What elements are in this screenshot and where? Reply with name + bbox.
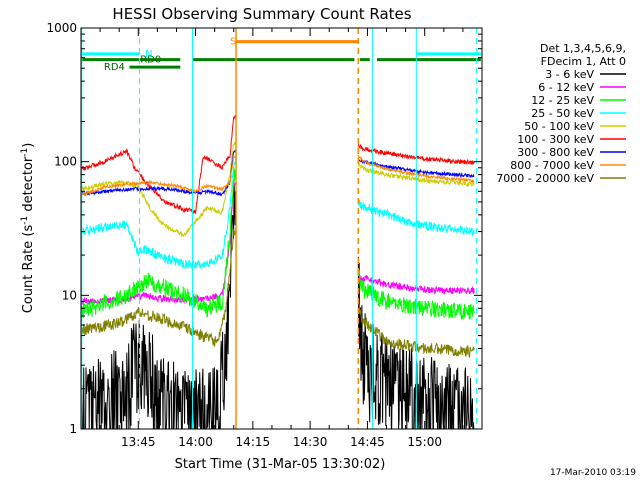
vertical-marker-lines [81,28,478,429]
legend-label-0: 3 - 6 keV [545,68,594,81]
y-tick-label-2: 100 [54,155,77,169]
x-tick-label-0: 13:45 [121,435,156,449]
x-axis-label: Start Time (31-Mar-05 13:30:02) [175,457,386,472]
legend-label-3: 25 - 50 keV [531,107,594,120]
x-tick-label-4: 14:45 [350,435,385,449]
series-line-6 [80,149,475,198]
x-tick-label-5: 15:00 [407,435,442,449]
series-line-5 [80,114,475,214]
y-axis-label-mid: detector [21,156,36,216]
legend-header-1: FDecim 1, Att 0 [541,55,626,68]
flag-bars: N S RD0 RD4 [82,37,481,73]
y-axis-label-main: Count Rate (s [21,225,36,314]
y-tick-label-1: 10 [62,288,77,302]
legend-label-5: 100 - 300 keV [517,133,594,146]
y-axis-label-sup1: -1 [20,216,30,225]
y-tick-label-0: 1 [69,422,77,436]
flag-label-2: S [230,37,236,48]
y-tick-label-3: 1000 [46,21,77,35]
x-tick-label-1: 14:00 [178,435,213,449]
legend-header-0: Det 1,3,4,5,6,9, [540,42,626,55]
flag-label-7: RD4 [104,62,125,73]
y-axis-label-sup2: -1 [20,148,30,157]
legend-label-6: 300 - 800 keV [517,146,594,159]
plot-frame [80,27,483,430]
x-tick-label-2: 14:15 [236,435,271,449]
legend-label-8: 7000 - 20000 keV [496,172,594,185]
series-lines [80,114,475,430]
legend: Det 1,3,4,5,6,9,FDecim 1, Att 03 - 6 keV… [496,42,626,185]
legend-label-4: 50 - 100 keV [524,120,594,133]
axes: 1 10 100 1000 13:45 14:00 14:15 14:30 14:45 15:00 [46,21,482,449]
chart-title: HESSI Observing Summary Count Rates [112,5,411,23]
y-axis-label-end: ) [21,143,36,148]
legend-label-2: 12 - 25 keV [531,94,594,107]
flag-label-0: N [145,49,152,60]
x-tick-label-3: 14:30 [293,435,328,449]
legend-label-1: 6 - 12 keV [538,81,594,94]
series-line-1 [80,181,475,306]
legend-label-7: 800 - 7000 keV [510,159,594,172]
flag-label-3: RD0 [140,55,161,66]
footer-timestamp: 17-Mar-2010 03:19 [550,468,636,478]
y-axis-label: Count Rate (s-1 detector-1) [20,143,36,314]
